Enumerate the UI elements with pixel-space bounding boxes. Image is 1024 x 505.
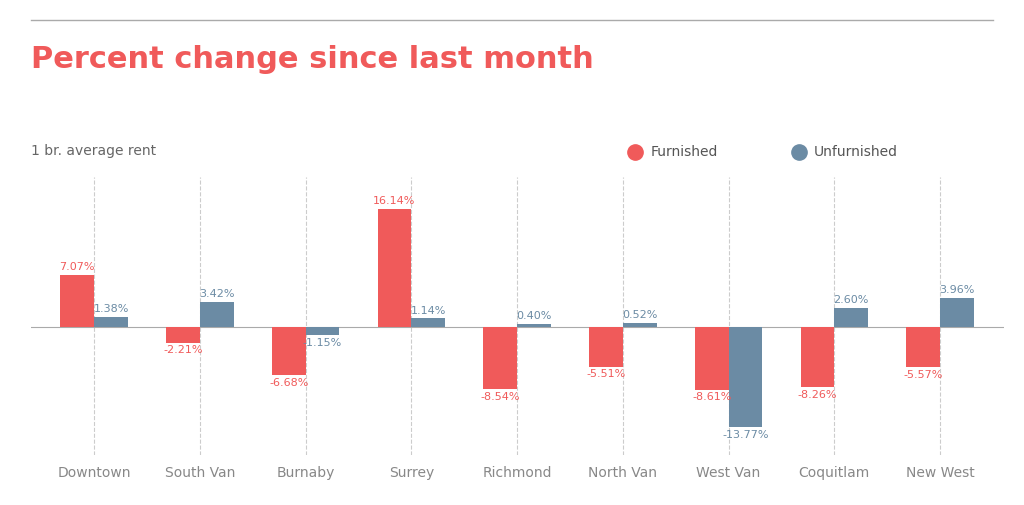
Bar [801,327,835,387]
Text: 2.60%: 2.60% [834,295,869,305]
Bar [694,327,729,389]
Bar [200,301,233,327]
Bar [60,275,94,327]
Text: Percent change since last month: Percent change since last month [31,45,594,74]
Text: Unfurnished: Unfurnished [814,144,898,159]
Bar [517,324,551,327]
Text: 1.38%: 1.38% [93,304,129,314]
Text: 1.14%: 1.14% [411,306,446,316]
Text: -8.26%: -8.26% [798,389,838,399]
Text: 1 br. average rent: 1 br. average rent [31,144,156,159]
Text: -8.61%: -8.61% [692,392,731,402]
Bar [412,318,445,327]
Text: 7.07%: 7.07% [59,263,95,272]
Bar [940,297,974,327]
Bar [483,327,517,389]
Bar [729,327,763,427]
Text: -13.77%: -13.77% [722,430,769,440]
Text: -2.21%: -2.21% [163,345,203,356]
Text: 0.40%: 0.40% [516,311,552,321]
Text: 3.42%: 3.42% [199,289,234,299]
Text: -6.68%: -6.68% [269,378,308,388]
Text: -1.15%: -1.15% [303,337,342,347]
Text: -5.51%: -5.51% [587,370,626,379]
Text: Furnished: Furnished [650,144,718,159]
Bar [166,327,200,343]
Text: 0.52%: 0.52% [623,310,657,320]
Bar [94,317,128,327]
Bar [623,323,656,327]
Text: 3.96%: 3.96% [939,285,975,295]
Bar [378,209,412,327]
Bar [589,327,623,367]
Bar [271,327,305,375]
Text: -8.54%: -8.54% [480,391,520,401]
Bar [906,327,940,367]
Bar [835,308,868,327]
Text: -5.57%: -5.57% [903,370,943,380]
Bar [305,327,340,335]
Text: 16.14%: 16.14% [374,196,416,206]
